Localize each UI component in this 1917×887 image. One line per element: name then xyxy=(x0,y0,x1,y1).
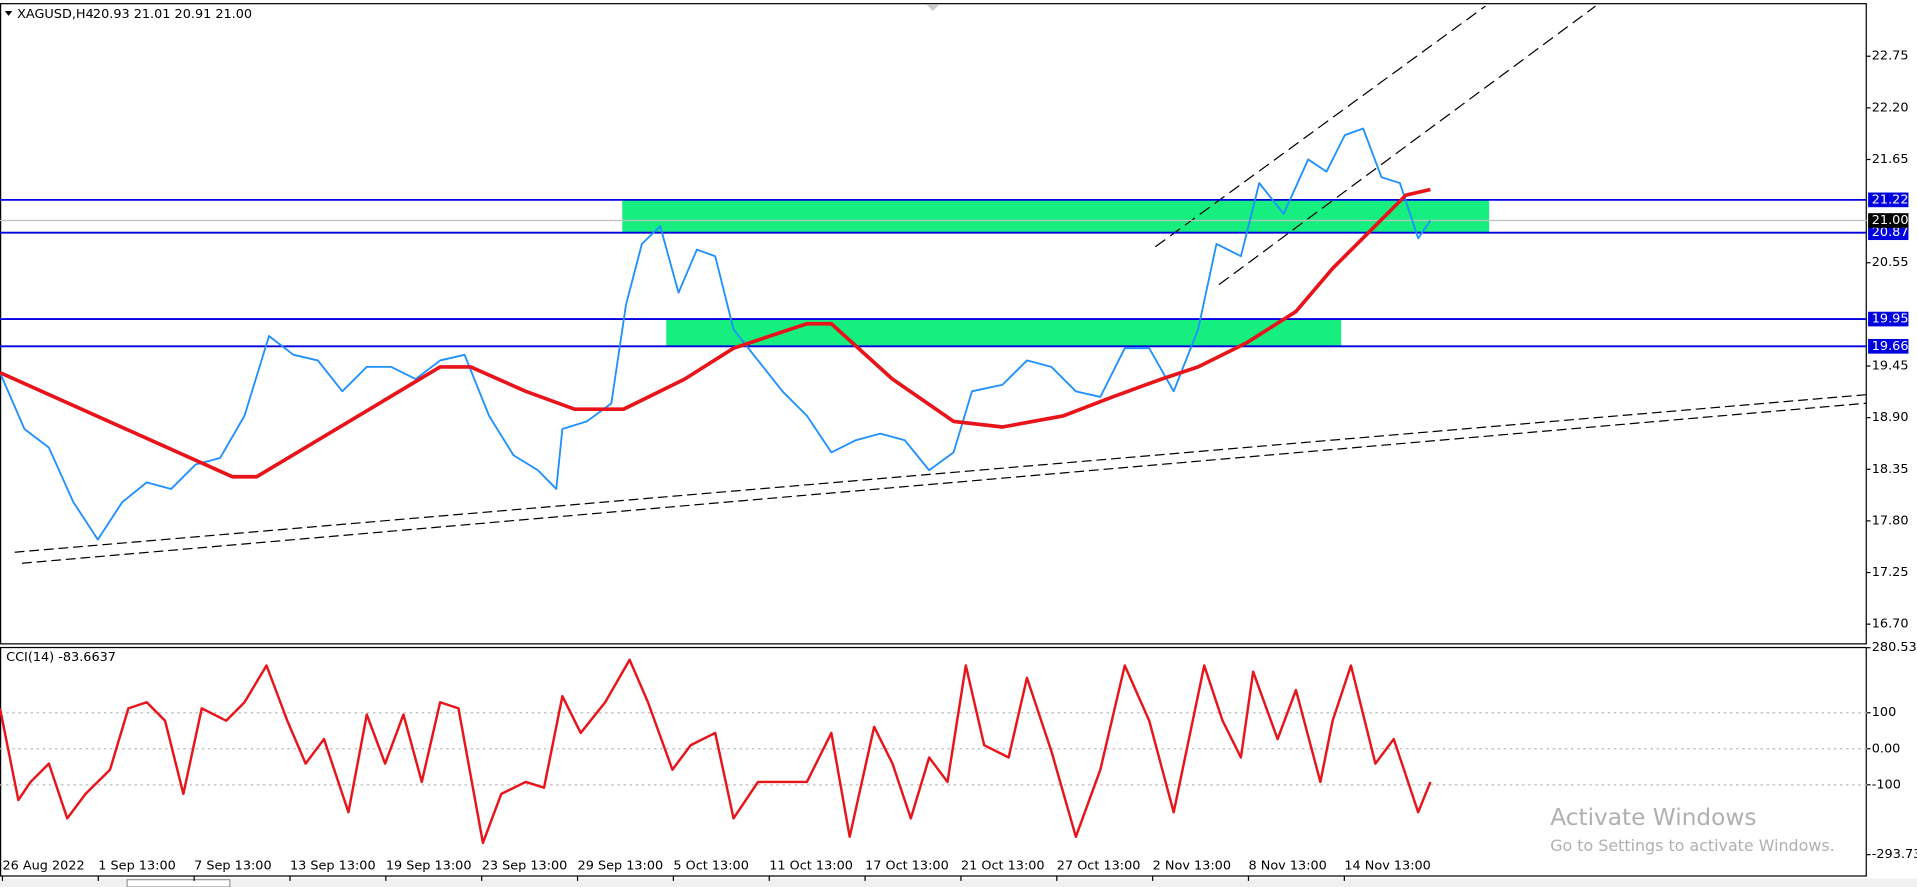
y-tick-label: 0.00 xyxy=(1872,741,1901,756)
level-label-box xyxy=(1868,225,1909,241)
y-tick-label: 21.65 xyxy=(1872,152,1909,167)
y-tick-label: -100 xyxy=(1872,777,1901,792)
level-label: 21.22 xyxy=(1872,192,1909,207)
y-tick-label: 18.35 xyxy=(1872,462,1909,477)
y-tick-label: -293.733 xyxy=(1872,847,1917,862)
menu-arrow xyxy=(4,10,13,16)
x-tick-label: 26 Aug 2022 xyxy=(2,859,84,874)
tab-bar xyxy=(0,878,1917,887)
y-tick-label: 17.25 xyxy=(1872,565,1909,580)
x-tick-label: 23 Sep 13:00 xyxy=(482,859,568,874)
channel-line xyxy=(1218,5,1596,286)
x-tick-label: 21 Oct 13:00 xyxy=(961,859,1045,874)
x-tick-label: 17 Oct 13:00 xyxy=(865,859,949,874)
channel-line xyxy=(1154,5,1486,248)
level-label: 20.87 xyxy=(1872,225,1909,240)
level-label: 19.66 xyxy=(1872,339,1909,354)
trendline xyxy=(14,394,1867,553)
y-tick-label: 22.75 xyxy=(1872,49,1909,64)
x-tick-label: 7 Sep 13:00 xyxy=(194,859,271,874)
scroll-marker xyxy=(926,4,939,11)
chart-tab[interactable] xyxy=(126,879,231,887)
y-tick-label: 18.90 xyxy=(1872,410,1909,425)
x-tick-label: 1 Sep 13:00 xyxy=(98,859,175,874)
x-tick-label: 5 Oct 13:00 xyxy=(673,859,748,874)
symbol: XAGUSD,H4 xyxy=(17,7,94,22)
x-tick-label: 13 Sep 13:00 xyxy=(290,859,376,874)
current-price-box xyxy=(1868,213,1909,228)
current-price-label: 21.00 xyxy=(1872,213,1909,228)
watermark-subtitle: Go to Settings to activate Windows. xyxy=(1550,836,1834,855)
level-label-box xyxy=(1868,338,1909,354)
x-tick-label: 8 Nov 13:00 xyxy=(1248,859,1326,874)
y-tick-label: 22.20 xyxy=(1872,100,1909,115)
x-tick-label: 14 Nov 13:00 xyxy=(1344,859,1431,874)
series-line xyxy=(0,187,1431,479)
zone xyxy=(622,199,1490,233)
y-tick-label: 20.55 xyxy=(1872,255,1909,270)
level-label: 19.95 xyxy=(1872,312,1909,327)
series-line xyxy=(0,658,1432,845)
x-tick-label: 19 Sep 13:00 xyxy=(386,859,472,874)
x-tick-label: 11 Oct 13:00 xyxy=(769,859,853,874)
zone xyxy=(666,319,1342,347)
watermark-title: Activate Windows xyxy=(1550,804,1756,831)
ohlc: 20.93 21.01 20.91 21.00 xyxy=(93,7,252,22)
level-label-box xyxy=(1868,192,1909,208)
x-tick-label: 2 Nov 13:00 xyxy=(1153,859,1231,874)
level-label-box xyxy=(1868,311,1909,327)
y-tick-label: 100 xyxy=(1872,705,1897,720)
y-tick-label: 17.80 xyxy=(1872,513,1909,528)
cci-title: CCI(14) -83.6637 xyxy=(6,650,116,665)
y-tick-label: 16.70 xyxy=(1872,617,1909,632)
y-tick-label: 280.539 xyxy=(1872,640,1917,655)
y-tick-label: 19.45 xyxy=(1872,359,1909,374)
trendline xyxy=(21,402,1867,564)
x-tick-label: 29 Sep 13:00 xyxy=(578,859,664,874)
series-line xyxy=(0,127,1432,541)
x-tick-label: 27 Oct 13:00 xyxy=(1057,859,1141,874)
